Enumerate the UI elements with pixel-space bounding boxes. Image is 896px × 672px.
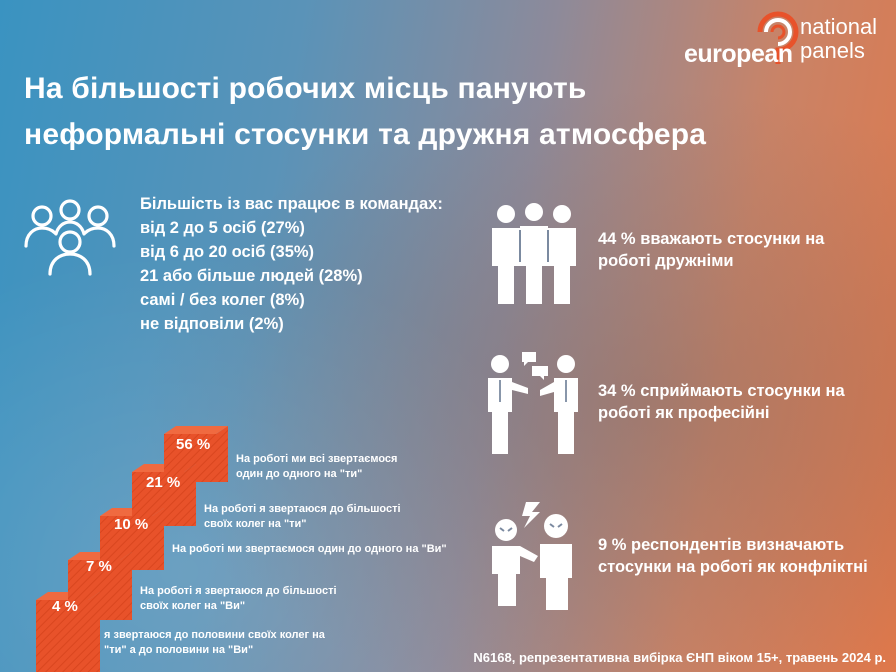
stair-step-4 <box>132 464 196 526</box>
step-desc-2-line-1: На роботі я звертаюся до більшості <box>140 585 337 597</box>
stat-conflict: 9 % респондентів визначають стосунки на … <box>598 536 868 576</box>
friends-hugging-icon <box>492 203 576 304</box>
team-size-item: від 6 до 20 осіб (35%) <box>140 243 315 261</box>
stat-friendly: 44 % вважають стосунки на роботі дружнім… <box>598 230 825 270</box>
logo-panels-text: panels <box>800 38 865 63</box>
stair-step-1 <box>36 592 100 672</box>
team-size-item: від 2 до 5 осіб (27%) <box>140 219 305 237</box>
logo-european-text: european <box>684 40 793 68</box>
stair-step-2 <box>68 552 132 620</box>
step-value-1: 4 % <box>52 598 78 615</box>
step-value-2: 7 % <box>86 558 112 575</box>
step-desc-1-line-1: я звертаюся до половини своїх колег на <box>104 629 325 641</box>
step-value-3: 10 % <box>114 516 149 533</box>
stair-step-5 <box>164 426 228 482</box>
step-desc-4: На роботі я звертаюся до більшості своїх… <box>204 502 401 532</box>
team-size-heading: Більшість із вас працює в командах: <box>140 195 443 213</box>
step-desc-2: На роботі я звертаюся до більшості своїх… <box>140 584 337 614</box>
step-desc-2-line-2: своїх колег на "Ви" <box>140 600 246 612</box>
logo-national-text: national <box>800 14 878 39</box>
step-desc-4-line-2: своїх колег на "ти" <box>204 518 307 530</box>
team-group-icon <box>24 199 116 276</box>
step-desc-1: я звертаюся до половини своїх колег на "… <box>104 628 325 658</box>
page-title-line-1: На більшості робочих місць панують <box>24 72 587 105</box>
team-size-item: самі / без колег (8%) <box>140 291 305 309</box>
stair-step-5-top <box>164 426 228 434</box>
team-size-item: не відповіли (2%) <box>140 315 284 333</box>
step-desc-3-line-1: На роботі ми звертаємося один до одного … <box>172 543 447 555</box>
step-desc-5-line-1: На роботі ми всі звертаємося <box>236 453 398 465</box>
logo-mark-icon <box>757 11 799 64</box>
step-desc-5: На роботі ми всі звертаємося один до одн… <box>236 452 397 482</box>
team-size-list: Більшість із вас працює в командах: від … <box>140 192 443 336</box>
step-desc-3: На роботі ми звертаємося один до одного … <box>172 542 447 557</box>
address-form-staircase <box>36 426 228 672</box>
stair-step-3 <box>100 508 164 570</box>
step-value-4: 21 % <box>146 474 181 491</box>
step-desc-5-line-2: один до одного на "ти" <box>236 468 363 480</box>
professionals-talking-icon <box>488 352 578 454</box>
step-desc-4-line-1: На роботі я звертаюся до більшості <box>204 503 401 515</box>
page-title: На більшості робочих місць панують нефор… <box>24 66 824 158</box>
conflict-icon <box>492 502 572 610</box>
team-size-item: 21 або більше людей (28%) <box>140 267 363 285</box>
european-national-panels-logo: european national panels <box>682 6 882 76</box>
step-value-5: 56 % <box>176 436 211 453</box>
stat-professional: 34 % сприймають стосунки на роботі як пр… <box>598 382 845 422</box>
step-desc-1-line-2: "ти" а до половини на "Ви" <box>104 644 254 656</box>
survey-footnote: N6168, репрезентативна вибірка ЄНП віком… <box>473 650 886 665</box>
page-title-line-2: неформальні стосунки та дружня атмосфера <box>24 118 707 151</box>
